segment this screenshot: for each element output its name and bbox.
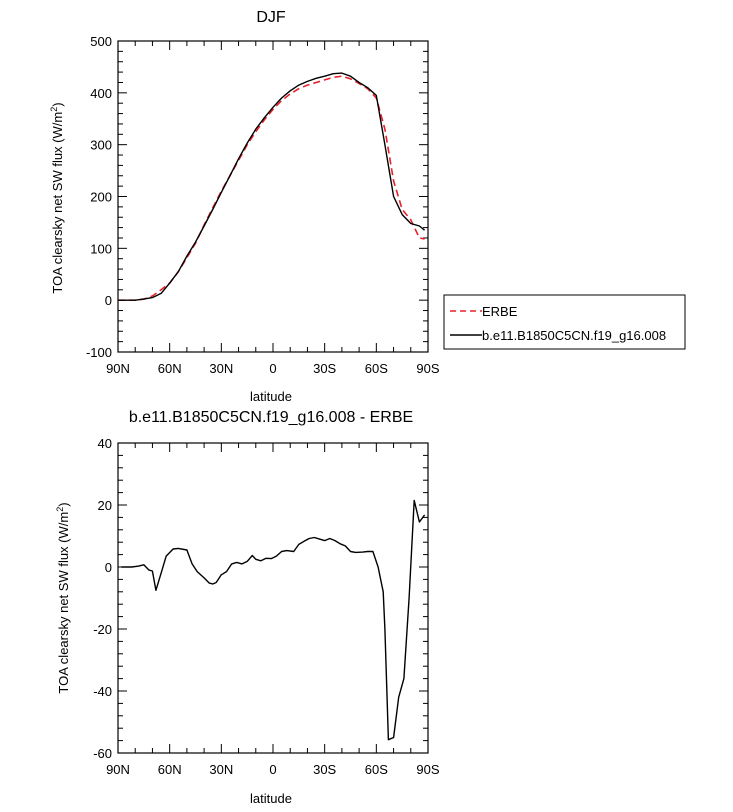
series-line-0-1 <box>118 72 426 301</box>
plot-frame-1 <box>117 442 429 754</box>
x-tick-label-1-4: 30S <box>313 762 336 777</box>
top-y-axis-label: TOA clearsky net SW flux (W/m2) <box>49 102 65 293</box>
y-tick-label-0-1: 0 <box>105 293 112 308</box>
y-tick-label-1-3: 0 <box>105 560 112 575</box>
y-tick-label-0-0: -100 <box>86 345 112 360</box>
y-tick-label-1-5: 40 <box>98 436 112 451</box>
series-line-1-0 <box>121 499 426 741</box>
y-tick-label-0-3: 200 <box>90 190 112 205</box>
plot-frame-0 <box>117 40 429 353</box>
bottom-y-axis-label-main: TOA clearsky net SW flux (W/m <box>56 512 71 694</box>
top-chart-title: DJF <box>256 9 286 26</box>
bottom-x-axis-label: latitude <box>250 791 292 806</box>
x-tick-label-0-4: 30S <box>313 361 336 376</box>
x-tick-label-0-3: 0 <box>269 361 276 376</box>
top-y-axis-label-end: ) <box>50 102 65 106</box>
y-tick-label-0-4: 300 <box>90 138 112 153</box>
x-tick-label-1-0: 90N <box>106 762 130 777</box>
bottom-y-axis-label-end: ) <box>56 502 71 506</box>
djf-flux-panel: DJF 90N 60N 30N 0 30S 60S 90S -100 0 100 200 300 400… <box>49 9 440 404</box>
y-tick-label-1-1: -40 <box>93 684 112 699</box>
x-tick-label-1-3: 0 <box>269 762 276 777</box>
x-tick-label-1-5: 60S <box>365 762 388 777</box>
y-tick-label-1-4: 20 <box>98 498 112 513</box>
x-tick-label-0-1: 60N <box>158 361 182 376</box>
legend: ERBE b.e11.B1850C5CN.f19_g16.008 <box>443 294 686 350</box>
x-tick-label-1-2: 30N <box>209 762 233 777</box>
y-tick-label-1-2: -20 <box>93 622 112 637</box>
x-tick-label-0-0: 90N <box>106 361 130 376</box>
x-tick-label-1-1: 60N <box>158 762 182 777</box>
top-y-axis-label-sup: 2 <box>49 107 59 112</box>
x-tick-label-0-2: 30N <box>209 361 233 376</box>
x-tick-label-1-6: 90S <box>416 762 439 777</box>
y-tick-label-0-2: 100 <box>90 241 112 256</box>
legend-label-model: b.e11.B1850C5CN.f19_g16.008 <box>482 328 666 343</box>
x-tick-label-0-5: 60S <box>365 361 388 376</box>
legend-label-erbe: ERBE <box>482 304 518 319</box>
bottom-chart-title: b.e11.B1850C5CN.f19_g16.008 - ERBE <box>129 409 413 426</box>
y-tick-label-1-0: -60 <box>93 746 112 761</box>
difference-panel: b.e11.B1850C5CN.f19_g16.008 - ERBE 90N 60… <box>55 409 440 806</box>
bottom-chart-marks: 90N 60N 30N 0 30S 60S 90S -60 -40 -20 0 20 40 <box>93 436 440 777</box>
x-tick-label-0-6: 90S <box>416 361 439 376</box>
y-tick-label-0-6: 500 <box>90 34 112 49</box>
y-tick-label-0-5: 400 <box>90 86 112 101</box>
top-y-axis-label-main: TOA clearsky net SW flux (W/m <box>50 112 65 294</box>
legend-box <box>443 294 686 350</box>
top-x-axis-label: latitude <box>250 389 292 404</box>
bottom-y-axis-label-sup: 2 <box>55 507 65 512</box>
bottom-y-axis-label: TOA clearsky net SW flux (W/m2) <box>55 502 71 693</box>
top-chart-marks: 90N 60N 30N 0 30S 60S 90S -100 0 100 200 300 400 500 <box>86 34 440 376</box>
